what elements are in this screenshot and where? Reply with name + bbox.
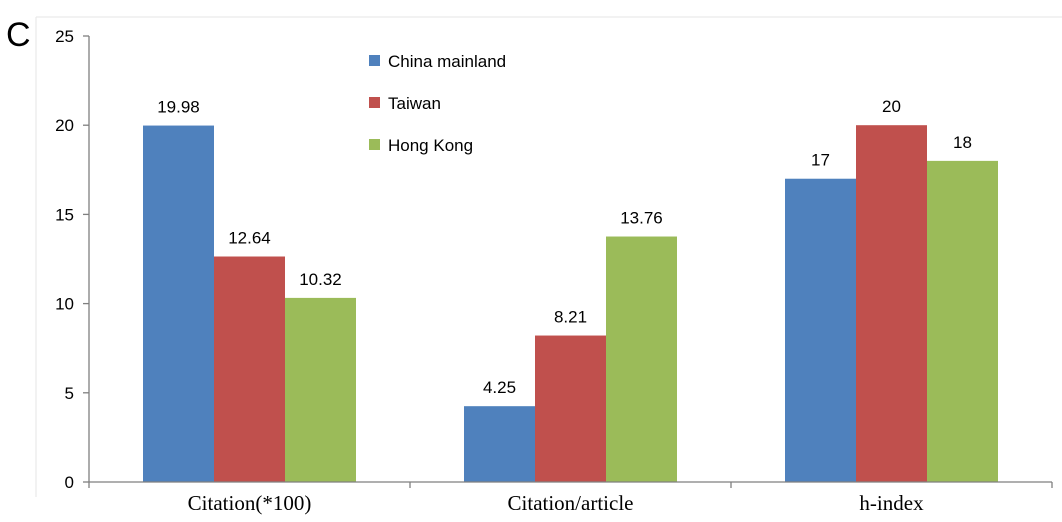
- bar: [856, 125, 927, 482]
- data-label: 18: [953, 133, 972, 152]
- data-label: 12.64: [228, 229, 271, 248]
- y-tick-label: 20: [55, 116, 74, 135]
- bar: [214, 256, 285, 482]
- data-label: 19.98: [157, 98, 200, 117]
- legend: China mainland Taiwan Hong Kong: [369, 52, 506, 155]
- data-labels-layer: 19.98 12.64 10.32 4.25 8.21 13.76 17 20 18: [157, 97, 972, 397]
- x-tick-label: Citation/article: [508, 491, 634, 515]
- legend-swatch: [369, 55, 380, 66]
- bar: [285, 297, 356, 482]
- legend-swatch: [369, 139, 380, 150]
- legend-label: Hong Kong: [388, 136, 473, 155]
- x-tick-label: Citation(*100): [188, 491, 312, 515]
- y-tick-label: 0: [65, 473, 74, 492]
- bar: [606, 236, 677, 482]
- legend-label: Taiwan: [388, 94, 441, 113]
- axes-layer: 0 5 10 15 20 25 Citation(*100) Citation/article…: [55, 27, 1053, 515]
- data-label: 17: [811, 151, 830, 170]
- data-label: 20: [882, 97, 901, 116]
- data-label: 13.76: [620, 209, 663, 228]
- bar: [535, 335, 606, 482]
- y-tick-label: 25: [55, 27, 74, 46]
- panel-label: C: [6, 16, 31, 54]
- data-label: 4.25: [483, 378, 516, 397]
- y-tick-label: 15: [55, 205, 74, 224]
- bars-layer: [143, 125, 998, 483]
- data-label: 8.21: [554, 308, 587, 327]
- legend-label: China mainland: [388, 52, 506, 71]
- y-tick-label: 10: [55, 295, 74, 314]
- data-label: 10.32: [299, 270, 342, 289]
- legend-swatch: [369, 97, 380, 108]
- bar: [927, 160, 998, 482]
- bar: [785, 178, 856, 482]
- bar: [143, 125, 214, 483]
- x-tick-label: h-index: [859, 491, 924, 515]
- y-tick-label: 5: [65, 384, 74, 403]
- bar: [464, 406, 535, 482]
